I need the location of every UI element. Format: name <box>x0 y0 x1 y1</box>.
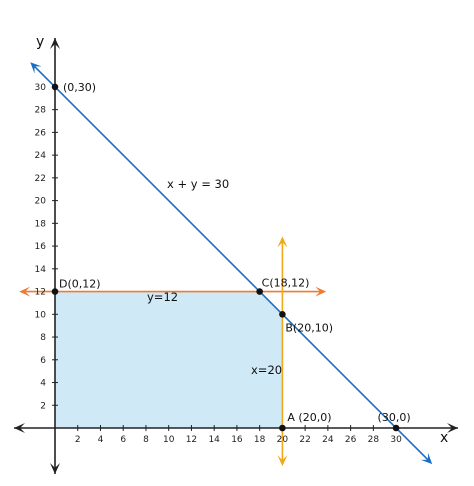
y-tick-label: 2 <box>40 401 46 411</box>
y-axis-label: y <box>36 34 44 50</box>
y-tick-label: 6 <box>40 356 46 366</box>
x-axis-arrow-left <box>14 423 25 433</box>
line-y-12-arrow-right <box>315 286 327 297</box>
feasible-region <box>55 291 283 428</box>
y-tick-label: 10 <box>35 310 47 320</box>
y-tick-label: 14 <box>35 265 47 275</box>
y-tick-label: 4 <box>40 379 46 389</box>
x-axis-arrow-right <box>447 423 458 433</box>
x-tick-label: 18 <box>254 435 266 445</box>
vertex-label: (30,0) <box>378 411 411 424</box>
vertex-point <box>51 83 59 91</box>
x-tick-label: 2 <box>75 435 81 445</box>
vertex-label: C(18,12) <box>262 277 310 290</box>
y-tick-label: 16 <box>35 242 47 252</box>
line-y-12-arrow-left <box>19 286 31 297</box>
y-axis-arrow-down <box>50 463 60 474</box>
vertex-label: A (20,0) <box>287 411 331 424</box>
x-tick-label: 20 <box>277 435 289 445</box>
y-tick-label: 28 <box>35 106 47 116</box>
x-tick-label: 24 <box>322 435 334 445</box>
y-tick-label: 26 <box>35 128 47 138</box>
x-tick-label: 28 <box>368 435 380 445</box>
vertex-label: D(0,12) <box>59 278 101 291</box>
line-label-y-12: y=12 <box>147 290 178 304</box>
vertex-point <box>279 311 286 318</box>
vertex-point <box>392 424 400 432</box>
vertex-point <box>279 424 286 432</box>
line-x-plus-y-30 <box>31 63 431 463</box>
y-tick-label: 24 <box>35 151 47 161</box>
y-axis-arrow-up <box>50 38 60 49</box>
vertex-point <box>51 288 59 295</box>
y-tick-label: 8 <box>40 333 46 343</box>
x-tick-label: 12 <box>186 435 197 445</box>
x-tick-label: 4 <box>98 435 104 445</box>
x-tick-label: 6 <box>120 435 126 445</box>
x-tick-label: 14 <box>208 435 220 445</box>
x-tick-label: 16 <box>231 435 243 445</box>
x-tick-label: 8 <box>143 435 149 445</box>
vertex-label: B(20,10) <box>285 321 333 334</box>
line-x-20-arrow-up <box>277 236 288 248</box>
line-x-plus-y-30-arrow-up <box>30 62 42 74</box>
x-tick-label: 30 <box>390 435 402 445</box>
vertex-point <box>256 288 263 295</box>
x-axis-label: x <box>440 430 448 446</box>
y-tick-label: 22 <box>35 174 46 184</box>
line-x-20-arrow-down <box>277 455 288 467</box>
x-tick-label: 22 <box>299 435 310 445</box>
line-label-x-plus-y-30: x + y = 30 <box>167 177 229 191</box>
x-tick-label: 26 <box>345 435 357 445</box>
y-tick-label: 30 <box>35 83 47 93</box>
line-label-x-20: x=20 <box>251 363 282 377</box>
y-tick-label: 20 <box>35 197 47 207</box>
y-tick-label: 12 <box>35 288 46 298</box>
x-tick-label: 10 <box>163 435 175 445</box>
vertex-label: (0,30) <box>63 81 96 94</box>
line-x-plus-y-30-arrow-down <box>420 452 433 465</box>
y-tick-label: 18 <box>35 219 47 229</box>
